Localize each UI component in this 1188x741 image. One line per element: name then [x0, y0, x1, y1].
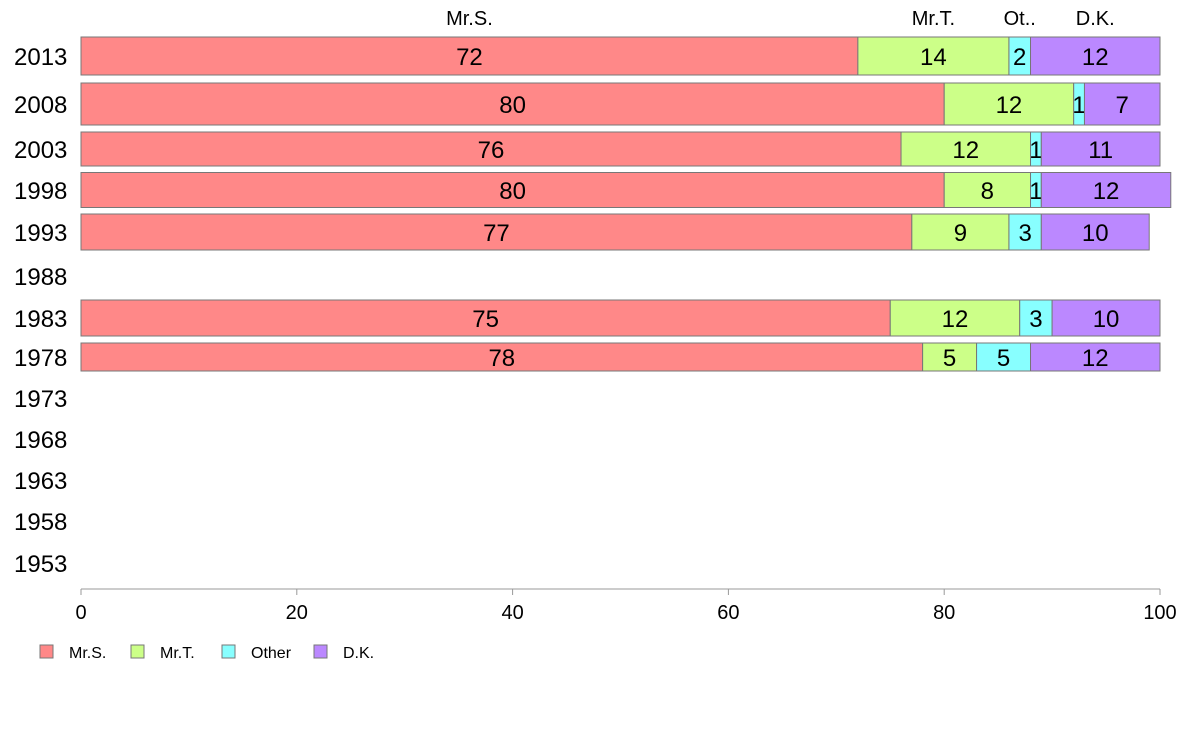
data-label: 14: [920, 44, 947, 71]
data-label: 10: [1093, 306, 1120, 333]
bar-segment-mr-t: [900, 131, 1032, 167]
data-label: 11: [1088, 137, 1113, 164]
legend-swatch: [313, 644, 328, 659]
bar-segment-mr-t: [943, 82, 1075, 126]
y-tick-label: 1978: [14, 345, 67, 372]
data-label: 78: [488, 345, 515, 372]
data-label: 80: [499, 178, 526, 205]
data-label: 1: [1029, 178, 1042, 205]
bar-segment-mr-t: [857, 36, 1010, 76]
legend-label: Mr.S.: [69, 645, 106, 662]
bar-segment-mr-t: [943, 172, 1032, 208]
data-label: 80: [499, 92, 526, 119]
y-tick-label: 1973: [14, 386, 67, 413]
top-series-label: Ot..: [1004, 8, 1036, 30]
top-series-label: Mr.S.: [446, 8, 493, 30]
data-label: 12: [1093, 178, 1120, 205]
y-tick-label: 1963: [14, 468, 67, 495]
data-label: 5: [997, 345, 1010, 372]
legend-label: Mr.T.: [160, 645, 195, 662]
data-label: 1: [1072, 92, 1085, 119]
y-tick-label: 2008: [14, 92, 67, 119]
bar-segment-mr-s: [80, 131, 902, 167]
x-tick-label: 60: [717, 602, 739, 624]
bar-segment-d-k: [1083, 82, 1161, 126]
data-label: 2: [1013, 44, 1026, 71]
data-label: 1: [1029, 137, 1042, 164]
bar-segment-d-k: [1051, 299, 1161, 337]
bar-segment-d-k: [1030, 342, 1161, 372]
x-tick-label: 0: [75, 602, 86, 624]
y-tick-label: 2013: [14, 44, 67, 71]
data-label: 75: [472, 306, 499, 333]
bar-segment-other: [1019, 299, 1053, 337]
bar-segment-mr-s: [80, 82, 945, 126]
bar-segment-mr-s: [80, 213, 913, 251]
data-label: 12: [1082, 44, 1109, 71]
x-tick-label: 20: [286, 602, 308, 624]
x-tick-label: 100: [1143, 602, 1176, 624]
bar-segment-mr-s: [80, 36, 859, 76]
data-label: 7: [1116, 92, 1129, 119]
data-label: 12: [952, 137, 979, 164]
data-label: 3: [1018, 220, 1031, 247]
y-tick-label: 1988: [14, 264, 67, 291]
data-label: 12: [996, 92, 1023, 119]
data-label: 8: [981, 178, 994, 205]
data-label: 76: [478, 137, 505, 164]
legend-swatch: [130, 644, 145, 659]
top-series-labels: Mr.S. Mr.T. Ot.. D.K.: [446, 8, 1115, 30]
bar-segment-d-k: [1030, 36, 1161, 76]
legend: Mr.S. Mr.T. Other D.K.: [39, 644, 374, 662]
bar-segment-mr-t: [922, 342, 978, 372]
data-label: 5: [943, 345, 956, 372]
y-tick-label: 1958: [14, 509, 67, 536]
y-axis-labels: 2013 2008 2003 1998 1993 1988 1983 1978 1973 1968…: [14, 44, 67, 578]
bar-segment-mr-s: [80, 172, 945, 208]
data-label: 9: [954, 220, 967, 247]
bar-segment-mr-t: [889, 299, 1021, 337]
bar-segment-d-k: [1040, 131, 1161, 167]
y-tick-label: 1993: [14, 220, 67, 247]
data-label: 12: [942, 306, 969, 333]
y-tick-label: 1968: [14, 427, 67, 454]
data-label: 3: [1029, 306, 1042, 333]
y-tick-label: 1983: [14, 306, 67, 333]
legend-swatch: [39, 644, 54, 659]
bar-segment-other: [976, 342, 1032, 372]
bar-segment-d-k: [1040, 213, 1150, 251]
data-label: 12: [1082, 345, 1109, 372]
bar-segment-d-k: [1040, 172, 1172, 208]
top-series-label: D.K.: [1076, 8, 1115, 30]
bar-segment-mr-s: [80, 299, 891, 337]
data-label: 10: [1082, 220, 1109, 247]
y-tick-label: 2003: [14, 137, 67, 164]
y-tick-label: 1953: [14, 551, 67, 578]
y-tick-label: 1998: [14, 178, 67, 205]
legend-swatch: [221, 644, 236, 659]
x-tick-label: 40: [501, 602, 523, 624]
x-axis: 0 20 40 60 80 100: [75, 588, 1177, 624]
data-label: 72: [456, 44, 483, 71]
bar-segment-other: [1008, 213, 1042, 251]
legend-label: D.K.: [343, 645, 374, 662]
data-label: 77: [483, 220, 510, 247]
x-tick-label: 80: [933, 602, 955, 624]
legend-label: Other: [251, 645, 292, 662]
top-series-label: Mr.T.: [912, 8, 955, 30]
bar-segment-mr-t: [911, 213, 1010, 251]
